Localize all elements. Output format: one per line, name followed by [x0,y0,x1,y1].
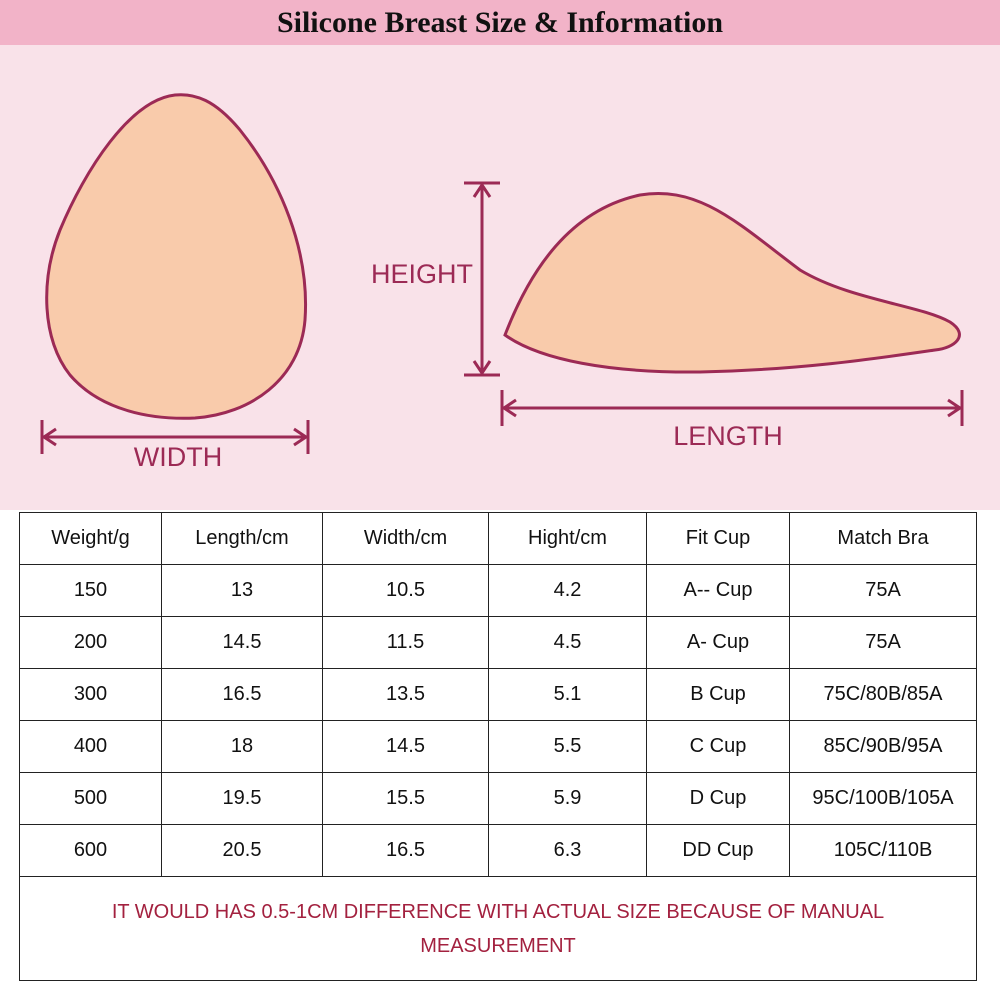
table-row: 300 16.5 13.5 5.1 B Cup 75C/80B/85A [19,668,977,721]
table-cell: 5.9 [488,772,647,825]
length-label: LENGTH [673,421,783,451]
table-row: 400 18 14.5 5.5 C Cup 85C/90B/95A [19,720,977,773]
table-cell: 200 [19,616,162,669]
width-label: WIDTH [134,442,222,472]
table-row: 500 19.5 15.5 5.9 D Cup 95C/100B/105A [19,772,977,825]
table-row: 150 13 10.5 4.2 A-- Cup 75A [19,564,977,617]
height-label: HEIGHT [371,259,473,289]
note: IT WOULD HAS 0.5-1CM DIFFERENCE WITH ACT… [19,876,977,981]
table-cell: 300 [19,668,162,721]
table-cell: A-- Cup [646,564,790,617]
column-header: Width/cm [322,512,489,565]
table-cell: 13.5 [322,668,489,721]
column-header: Match Bra [789,512,977,565]
table-cell: 75C/80B/85A [789,668,977,721]
note-row: IT WOULD HAS 0.5-1CM DIFFERENCE WITH ACT… [19,876,977,981]
table-cell: 95C/100B/105A [789,772,977,825]
table-cell: 105C/110B [789,824,977,877]
table-cell: 5.5 [488,720,647,773]
table-cell: 85C/90B/95A [789,720,977,773]
table-cell: 13 [161,564,323,617]
column-header: Hight/cm [488,512,647,565]
table-cell: 150 [19,564,162,617]
dimension-arrows [40,181,964,454]
table-cell: DD Cup [646,824,790,877]
table-row: 200 14.5 11.5 4.5 A- Cup 75A [19,616,977,669]
size-table: Weight/g Length/cm Width/cm Hight/cm Fit Cup… [19,512,977,981]
table-cell: D Cup [646,772,790,825]
table-cell: 400 [19,720,162,773]
front-shape [45,93,308,420]
side-shape [503,192,961,374]
table-cell: 15.5 [322,772,489,825]
table-cell: 11.5 [322,616,489,669]
title: Silicone Breast Size & Information [276,5,724,39]
table-cell: 10.5 [322,564,489,617]
table-cell: 600 [19,824,162,877]
column-header: Length/cm [161,512,323,565]
table-cell: 5.1 [488,668,647,721]
header-row: Weight/g Length/cm Width/cm Hight/cm Fit Cup… [19,512,977,565]
table-cell: C Cup [646,720,790,773]
table-cell: 18 [161,720,323,773]
table-cell: 4.2 [488,564,647,617]
diagram: HEIGHT LENGTH WIDTH [40,93,964,472]
table-cell: 16.5 [161,668,323,721]
table-cell: 75A [789,564,977,617]
table-cell: 20.5 [161,824,323,877]
table-cell: 75A [789,616,977,669]
table-cell: 14.5 [322,720,489,773]
title-band: Silicone Breast Size & Information [0,0,1000,45]
table-cell: 19.5 [161,772,323,825]
table-cell: 500 [19,772,162,825]
table-cell: 6.3 [488,824,647,877]
table-cell: 4.5 [488,616,647,669]
table-cell: 14.5 [161,616,323,669]
table-cell: 16.5 [322,824,489,877]
column-header: Weight/g [19,512,162,565]
table-row: 600 20.5 16.5 6.3 DD Cup 105C/110B [19,824,977,877]
column-header: Fit Cup [646,512,790,565]
table-cell: A- Cup [646,616,790,669]
table-cell: B Cup [646,668,790,721]
